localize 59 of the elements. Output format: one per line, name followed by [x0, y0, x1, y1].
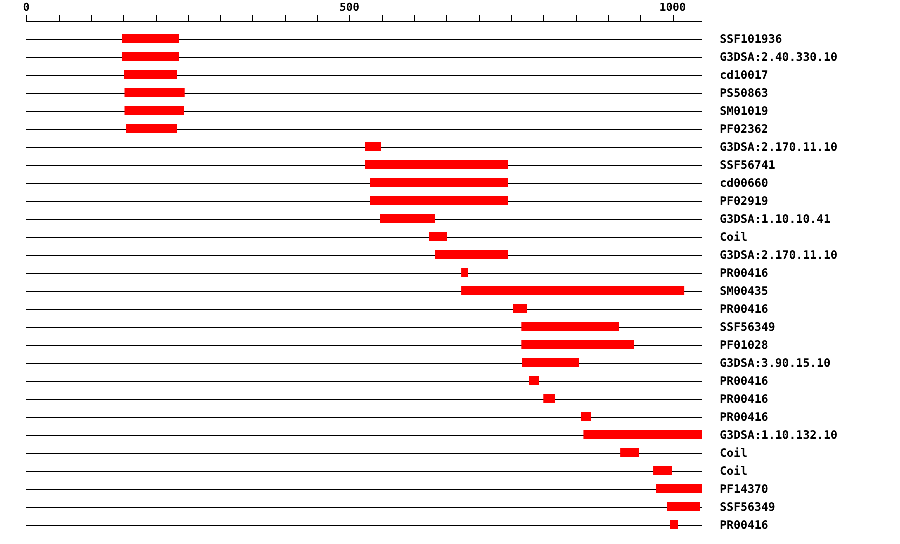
- bar: [667, 502, 700, 512]
- y-tick-label: Coil: [720, 464, 748, 478]
- y-tick-label: G3DSA:2.170.11.10: [720, 140, 838, 154]
- y-tick-label: PR00416: [720, 518, 769, 532]
- bar: [620, 448, 640, 458]
- y-tick-label: PR00416: [720, 392, 769, 406]
- y-tick-label: SM01019: [720, 104, 769, 118]
- bar: [522, 322, 620, 332]
- bar: [124, 106, 184, 116]
- y-tick-label: cd10017: [720, 68, 769, 82]
- y-tick-label: G3DSA:1.10.10.41: [720, 212, 831, 226]
- bar: [124, 70, 178, 80]
- bar: [122, 52, 180, 62]
- y-tick-label: PF02919: [720, 194, 769, 208]
- y-tick-label: G3DSA:2.170.11.10: [720, 248, 838, 262]
- x-tick-label: 1000: [660, 1, 686, 14]
- y-tick-label: G3DSA:2.40.330.10: [720, 50, 838, 64]
- bar: [581, 412, 592, 422]
- y-tick-label: SM00435: [720, 284, 769, 298]
- bar: [370, 196, 508, 206]
- bar: [513, 304, 528, 314]
- bar: [656, 484, 702, 494]
- bar: [544, 394, 556, 404]
- bar: [584, 430, 702, 440]
- y-tick-label: Coil: [720, 230, 748, 244]
- bar: [124, 88, 185, 98]
- y-tick-label: PF02362: [720, 122, 768, 136]
- bar: [370, 178, 508, 188]
- x-tick-label: 0: [23, 1, 30, 14]
- y-tick-label: PR00416: [720, 374, 769, 388]
- bar: [126, 124, 178, 134]
- bar: [462, 268, 468, 278]
- bar: [670, 520, 678, 530]
- bar: [429, 232, 448, 242]
- y-tick-label: G3DSA:1.10.132.10: [720, 428, 838, 442]
- y-tick-label: cd00660: [720, 176, 769, 190]
- bar: [529, 376, 540, 386]
- y-tick-label: PR00416: [720, 302, 769, 316]
- bar: [462, 286, 685, 296]
- y-tick-label: PF14370: [720, 482, 769, 496]
- y-tick-label: G3DSA:3.90.15.10: [720, 356, 831, 370]
- y-tick-label: SSF56741: [720, 158, 776, 172]
- y-tick-label: PR00416: [720, 266, 769, 280]
- bar: [122, 34, 180, 44]
- y-tick-label: PS50863: [720, 86, 769, 100]
- bar: [654, 466, 672, 476]
- bar: [365, 142, 382, 152]
- bar: [435, 250, 508, 260]
- x-tick-label: 500: [340, 1, 360, 14]
- y-tick-label: PF01028: [720, 338, 769, 352]
- bar: [380, 214, 436, 224]
- y-tick-label: SSF56349: [720, 500, 776, 514]
- y-tick-label: Coil: [720, 446, 748, 460]
- y-tick-label: SSF56349: [720, 320, 776, 334]
- bar: [522, 340, 634, 350]
- y-tick-label: PR00416: [720, 410, 769, 424]
- bar: [522, 358, 580, 368]
- y-tick-label: SSF101936: [720, 32, 782, 46]
- bar: [365, 160, 508, 170]
